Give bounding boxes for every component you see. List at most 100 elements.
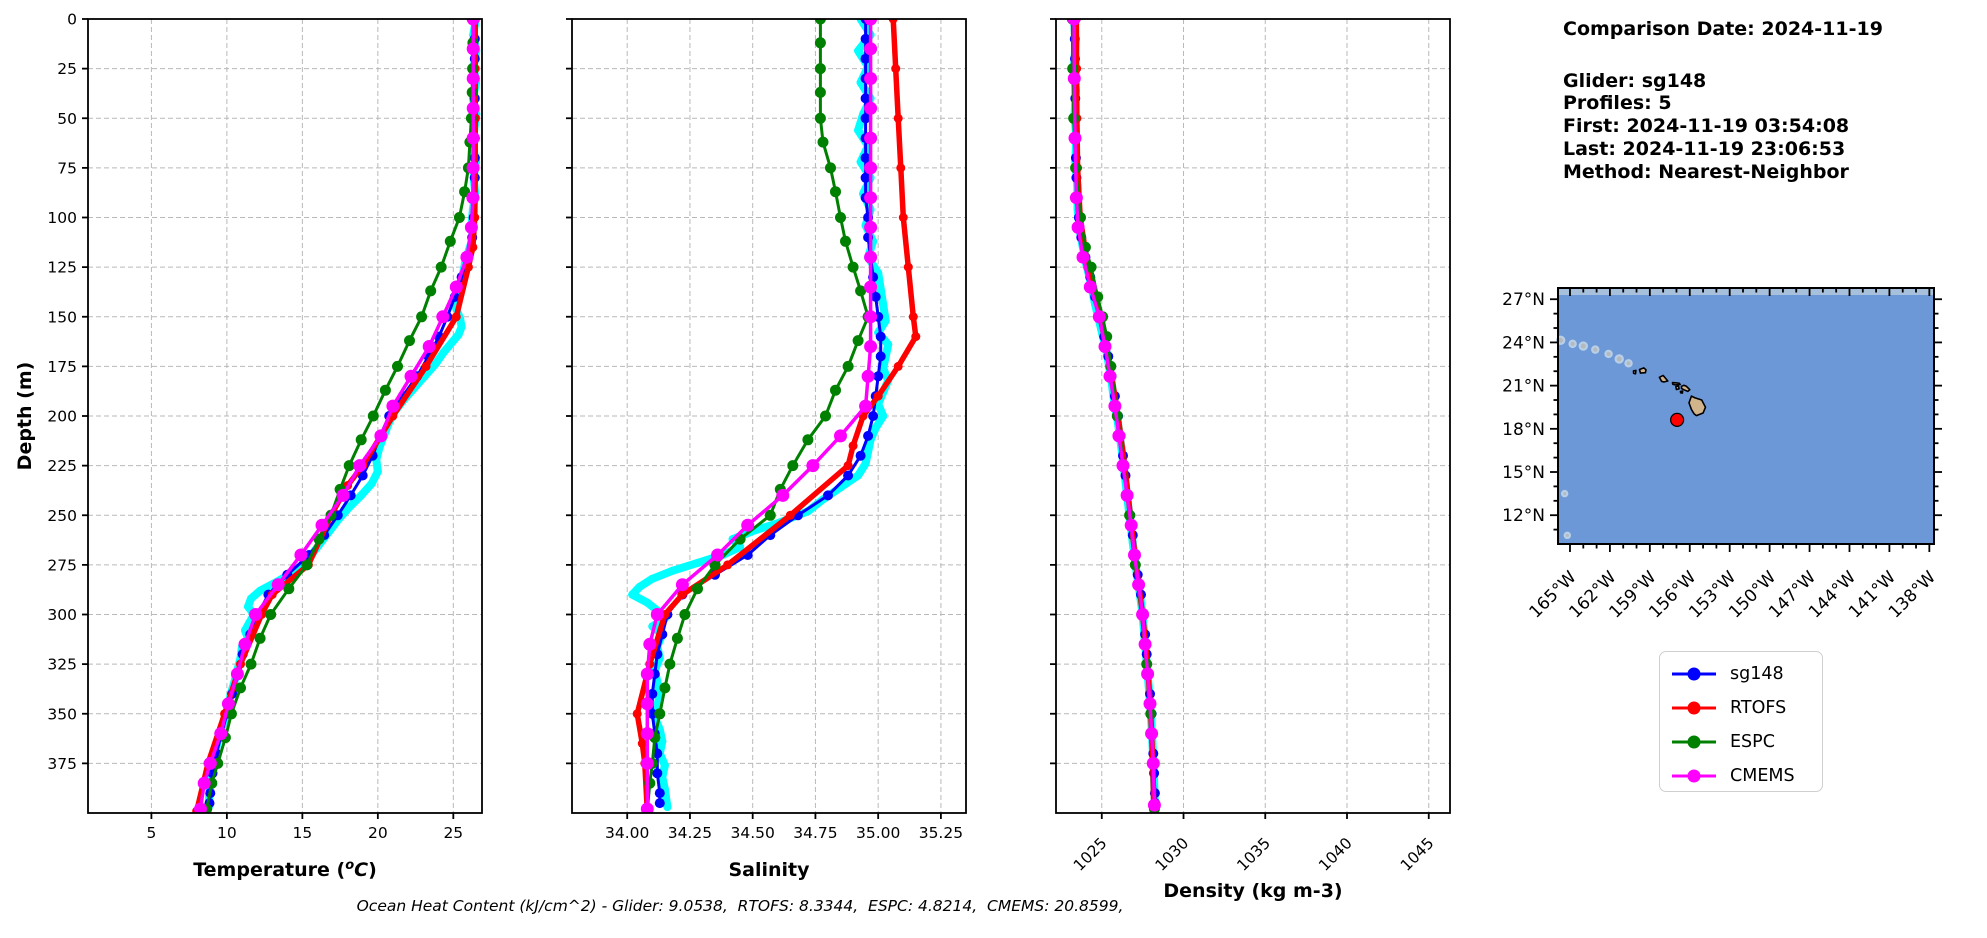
salinity-xlabel: Salinity bbox=[728, 859, 810, 881]
salinity-xtick-label: 35.00 bbox=[856, 824, 900, 842]
depth-tick-label: 225 bbox=[47, 457, 77, 475]
density-ticks: 1025 1030 1035 1040 1045 bbox=[1050, 18, 1438, 875]
depth-tick-label: 25 bbox=[57, 60, 77, 78]
legend-swatch-ESPC bbox=[1672, 735, 1716, 749]
legend-label-CMEMS: CMEMS bbox=[1730, 766, 1795, 786]
temperature-xtick-label: 15 bbox=[292, 824, 312, 842]
map-frame bbox=[1557, 287, 1935, 545]
depth-tick-label: 300 bbox=[47, 606, 77, 624]
depth-tick-label: 150 bbox=[47, 308, 77, 326]
salinity-series-ESPC-markers bbox=[641, 19, 874, 813]
density-xtick-label: 1030 bbox=[1152, 834, 1193, 875]
salinity-xtick-label: 34.00 bbox=[605, 824, 649, 842]
temperature-xtick-label: 20 bbox=[368, 824, 388, 842]
salinity-series-sg148-line bbox=[650, 19, 883, 805]
glider-location-marker bbox=[1670, 412, 1685, 427]
temperature-series-ESPC-markers bbox=[201, 19, 479, 813]
salinity-series-raw-line bbox=[628, 19, 893, 811]
map-lat-label: 12°N bbox=[1502, 506, 1545, 526]
salinity-series-sg148-markers bbox=[647, 19, 886, 809]
depth-axis-label: Depth (m) bbox=[14, 362, 36, 471]
density-xtick-label: 1035 bbox=[1233, 834, 1274, 875]
temperature-grid bbox=[88, 19, 482, 813]
legend-swatch-sg148 bbox=[1672, 667, 1716, 681]
map-lat-label: 18°N bbox=[1502, 420, 1545, 440]
map-ocean bbox=[1558, 288, 1934, 544]
salinity-plot: 34.00 34.25 34.50 34.75 35.00 35.25 Salinity bbox=[566, 18, 967, 881]
depth-tick-label: 200 bbox=[47, 408, 77, 426]
density-xtick-label: 1025 bbox=[1070, 834, 1111, 875]
legend-label-sg148: sg148 bbox=[1730, 664, 1784, 684]
map-lat-label: 27°N bbox=[1502, 290, 1545, 310]
legend-item-ESPC: ESPC bbox=[1670, 725, 1822, 759]
depth-tick-label: 75 bbox=[57, 159, 77, 177]
map-inset: 27°N24°N21°N18°N15°N12°N165°W162°W159°W1… bbox=[1502, 287, 1942, 622]
density-frame bbox=[1055, 18, 1451, 814]
legend-swatch-CMEMS bbox=[1672, 769, 1716, 783]
legend: sg148 RTOFS ESPC CMEMS bbox=[1659, 651, 1823, 792]
comparison-date-text: Comparison Date: 2024-11-19 bbox=[1563, 18, 1883, 40]
salinity-series-RTOFS-line bbox=[634, 19, 919, 813]
density-xlabel: Density (kg m-3) bbox=[1163, 880, 1342, 902]
legend-item-RTOFS: RTOFS bbox=[1670, 691, 1822, 725]
salinity-series-ESPC-line bbox=[645, 19, 870, 813]
depth-tick-label: 50 bbox=[57, 110, 77, 128]
salinity-grid bbox=[572, 19, 966, 813]
map-shallow-band bbox=[1558, 288, 1934, 295]
legend-item-sg148: sg148 bbox=[1670, 657, 1822, 691]
temperature-ticks: 5 10 15 20 250255075100125150175200225250275… bbox=[47, 11, 463, 843]
island-oahu bbox=[1658, 374, 1669, 383]
island-hawaii bbox=[1688, 395, 1707, 417]
density-plot: 1025 1030 1035 1040 1045 Density (kg m-3) bbox=[1050, 18, 1451, 902]
density-xtick-label: 1045 bbox=[1397, 834, 1438, 875]
density-grid bbox=[1056, 19, 1450, 813]
depth-tick-label: 275 bbox=[47, 556, 77, 574]
depth-tick-label: 350 bbox=[47, 705, 77, 723]
legend-label-RTOFS: RTOFS bbox=[1730, 698, 1787, 718]
temperature-plot: 5 10 15 20 250255075100125150175200225250275… bbox=[14, 11, 483, 881]
salinity-xtick-label: 34.75 bbox=[793, 824, 837, 842]
ocean-heat-content-text: Ocean Heat Content (kJ/cm^2) - Glider: 9… bbox=[356, 897, 1124, 915]
depth-tick-label: 175 bbox=[47, 358, 77, 376]
temperature-xtick-label: 10 bbox=[217, 824, 237, 842]
island-maui bbox=[1680, 384, 1691, 393]
first-time-text: First: 2024-11-19 03:54:08 bbox=[1563, 115, 1850, 137]
profiles-text: Profiles: 5 bbox=[1563, 92, 1672, 114]
glider-text: Glider: sg148 bbox=[1563, 70, 1707, 92]
last-time-text: Last: 2024-11-19 23:06:53 bbox=[1563, 138, 1846, 160]
salinity-frame bbox=[571, 18, 967, 814]
depth-tick-label: 250 bbox=[47, 507, 77, 525]
temperature-series-CMEMS-line bbox=[198, 19, 475, 811]
depth-tick-label: 375 bbox=[47, 755, 77, 773]
island-kauai bbox=[1638, 367, 1647, 374]
island-molokai bbox=[1671, 381, 1681, 386]
depth-tick-label: 325 bbox=[47, 656, 77, 674]
temperature-xtick-label: 5 bbox=[146, 824, 156, 842]
salinity-ticks: 34.00 34.25 34.50 34.75 35.00 35.25 bbox=[566, 18, 963, 842]
temperature-xlabel: Temperature (oC) bbox=[193, 858, 377, 881]
temperature-xtick-label: 25 bbox=[443, 824, 463, 842]
temperature-frame bbox=[87, 18, 483, 814]
salinity-xtick-label: 34.50 bbox=[731, 824, 775, 842]
legend-swatch-RTOFS bbox=[1672, 701, 1716, 715]
salinity-xtick-label: 34.25 bbox=[668, 824, 712, 842]
map-islands bbox=[1632, 367, 1707, 417]
temperature-series-sg148-line bbox=[208, 19, 477, 805]
depth-tick-label: 0 bbox=[67, 11, 77, 29]
salinity-series-CMEMS-line bbox=[645, 19, 873, 811]
map-lat-label: 24°N bbox=[1502, 333, 1545, 353]
salinity-series-CMEMS-markers bbox=[640, 19, 878, 813]
legend-item-CMEMS: CMEMS bbox=[1670, 759, 1822, 793]
density-xtick-label: 1040 bbox=[1315, 834, 1356, 875]
temperature-series-CMEMS-markers bbox=[194, 19, 480, 813]
depth-tick-label: 125 bbox=[47, 259, 77, 277]
island-lanai bbox=[1675, 385, 1680, 391]
island-niihau bbox=[1632, 369, 1637, 375]
map-lat-label: 21°N bbox=[1502, 377, 1545, 397]
density-series-group bbox=[1066, 19, 1161, 813]
temperature-series-group bbox=[192, 19, 481, 813]
depth-tick-label: 100 bbox=[47, 209, 77, 227]
salinity-series-group bbox=[628, 19, 921, 813]
